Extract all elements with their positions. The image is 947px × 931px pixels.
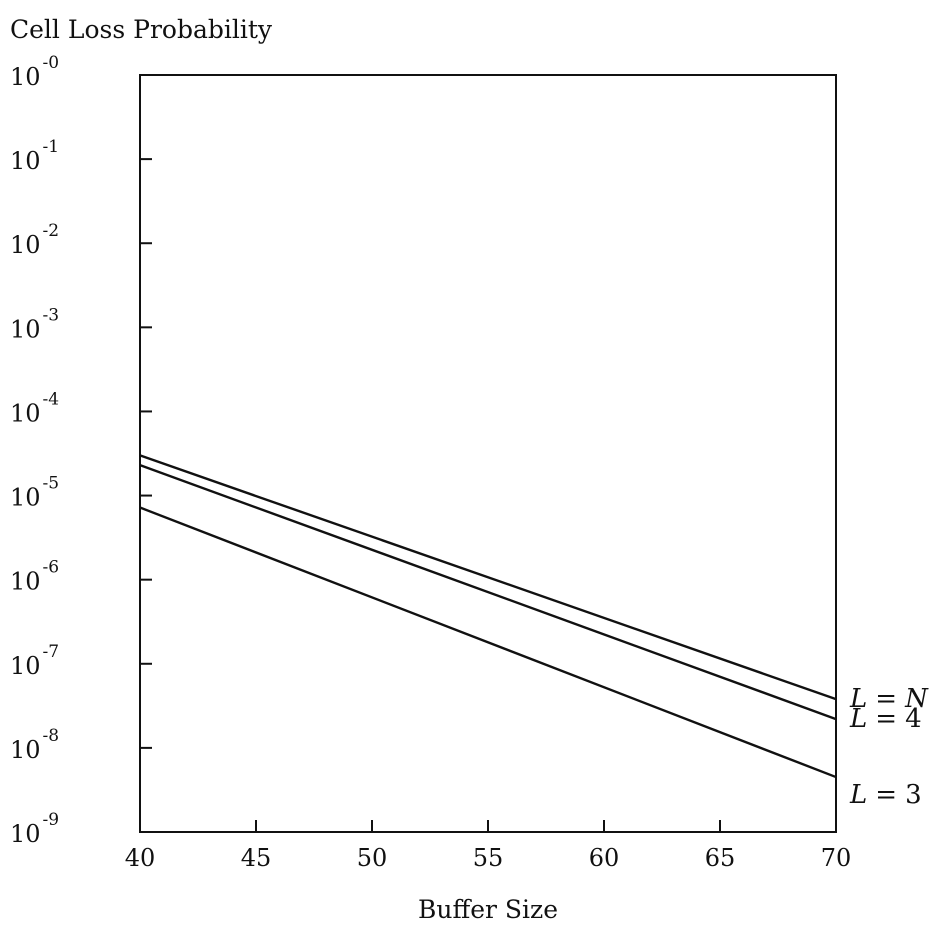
y-tick-base: 10	[10, 315, 41, 343]
y-tick-base: 10	[10, 147, 41, 175]
series-label-val: 3	[905, 780, 922, 810]
series-label-val: N	[904, 684, 929, 714]
y-tick-label: 10 -8	[10, 726, 59, 764]
series-label: L = 4	[849, 704, 922, 734]
y-tick-base: 10	[10, 820, 41, 848]
x-tick-label: 50	[357, 844, 388, 872]
x-tick-label: 45	[241, 844, 272, 872]
y-tick-exponent: -5	[43, 474, 60, 494]
x-tick-label: 70	[821, 844, 852, 872]
y-tick-exponent: -3	[43, 305, 60, 325]
series-label: L = N	[849, 684, 929, 714]
y-tick-base: 10	[10, 652, 41, 680]
y-tick-label: 10 -3	[10, 305, 59, 343]
series-label-var: L	[849, 684, 867, 714]
y-tick-exponent: -0	[43, 53, 60, 73]
series-label-var: L	[849, 704, 867, 734]
series-label-op: =	[875, 684, 897, 714]
x-axis: 40 45 50 55 60 65 70	[125, 820, 852, 872]
y-tick-label: 10 -0	[10, 53, 59, 91]
y-tick-base: 10	[10, 484, 41, 512]
y-tick-label: 10 -1	[10, 137, 59, 175]
y-tick-label: 10 -9	[10, 810, 59, 848]
y-axis-title: Cell Loss Probability	[10, 15, 273, 44]
x-tick-label: 60	[589, 844, 620, 872]
series-label-op: =	[875, 780, 897, 810]
x-tick-label: 55	[473, 844, 504, 872]
y-tick-label: 10 -4	[10, 389, 59, 427]
series-line	[139, 454, 837, 701]
series-label-val: 4	[905, 704, 922, 734]
y-tick-exponent: -8	[43, 726, 60, 746]
y-tick-exponent: -9	[43, 810, 60, 830]
series-group	[139, 454, 837, 779]
x-axis-title: Buffer Size	[418, 895, 558, 924]
y-tick-base: 10	[10, 63, 41, 91]
y-tick-base: 10	[10, 736, 41, 764]
series-line	[139, 506, 837, 779]
y-tick-exponent: -2	[43, 221, 60, 241]
y-tick-exponent: -4	[43, 389, 60, 409]
series-labels: L = NL = 4L = 3	[849, 684, 929, 810]
y-tick-base: 10	[10, 231, 41, 259]
y-axis: 10-010-110-210-310-410-510-610-710-810-9	[10, 53, 152, 848]
series-label-op: =	[875, 704, 897, 734]
series-label: L = 3	[849, 780, 922, 810]
y-tick-exponent: -1	[43, 137, 60, 157]
y-tick-exponent: -7	[43, 642, 60, 662]
y-tick-label: 10 -7	[10, 642, 59, 680]
y-tick-label: 10 -6	[10, 558, 59, 596]
y-tick-label: 10 -2	[10, 221, 59, 259]
y-tick-label: 10 -5	[10, 474, 59, 512]
series-label-var: L	[849, 780, 867, 810]
y-tick-exponent: -6	[43, 558, 60, 578]
plot-frame	[139, 74, 837, 833]
series-line	[139, 464, 837, 721]
x-tick-label: 40	[125, 844, 156, 872]
y-tick-base: 10	[10, 568, 41, 596]
y-tick-base: 10	[10, 399, 41, 427]
x-tick-label: 65	[705, 844, 736, 872]
